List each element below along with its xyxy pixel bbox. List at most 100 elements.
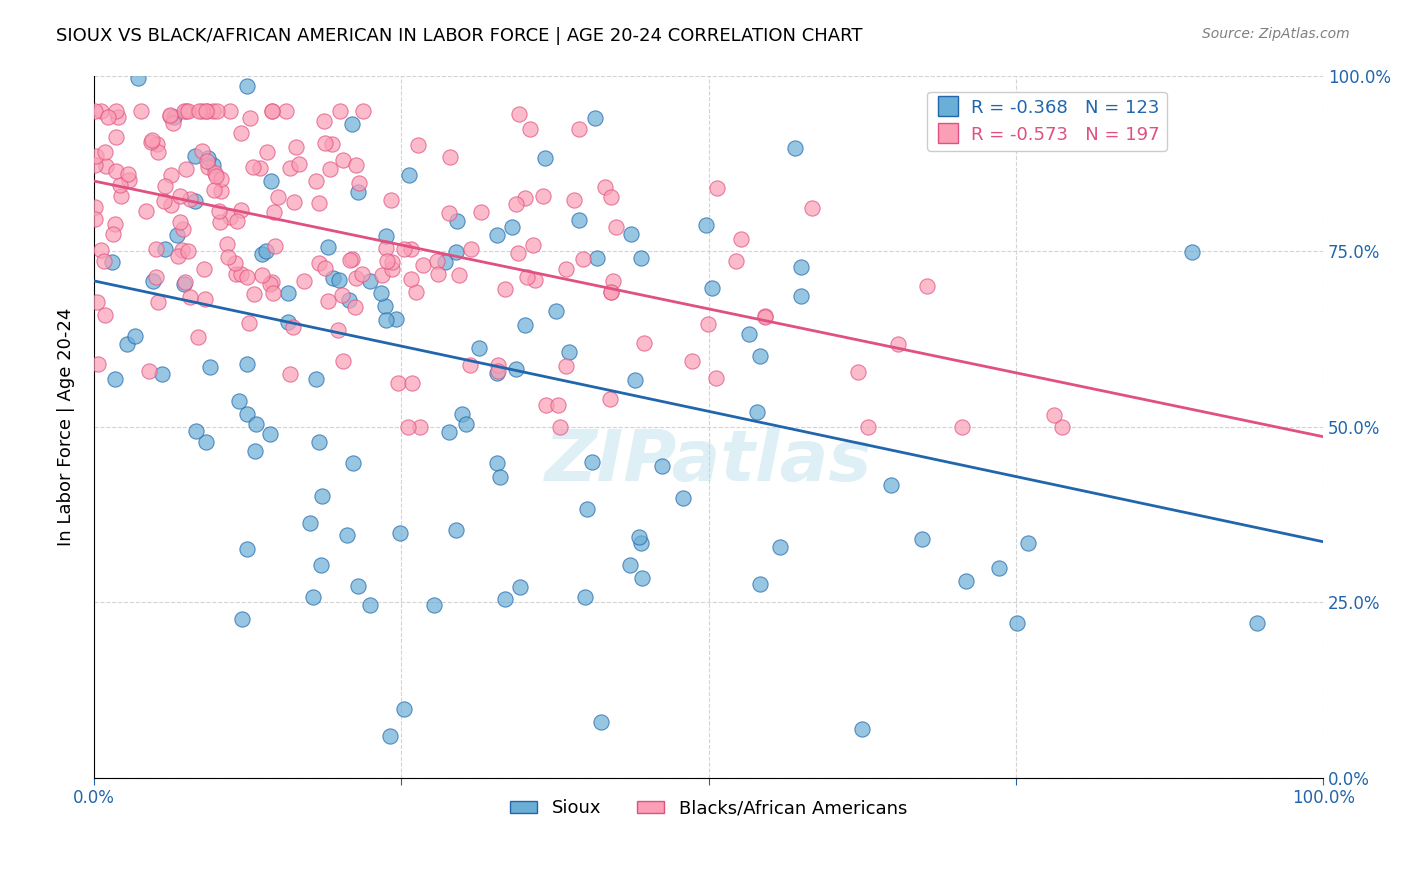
Point [229,126,252,140]
Point [346,185,368,199]
Point [197,160,219,174]
Point [494,591,516,606]
Point [697,317,720,331]
Point [159,109,181,123]
Point [581,455,603,469]
Point [398,168,420,182]
Point [332,354,354,368]
Point [204,165,226,179]
Legend: Sioux, Blacks/African Americans: Sioux, Blacks/African Americans [503,792,914,825]
Point [231,612,253,626]
Point [148,294,170,309]
Point [530,33,553,47]
Point [342,252,364,267]
Point [522,238,544,252]
Point [159,108,181,122]
Point [314,136,336,150]
Point [135,204,157,219]
Point [352,103,374,118]
Point [467,341,489,355]
Text: SIOUX VS BLACK/AFRICAN AMERICAN IN LABOR FORCE | AGE 20-24 CORRELATION CHART: SIOUX VS BLACK/AFRICAN AMERICAN IN LABOR… [56,27,863,45]
Point [600,285,623,300]
Point [328,272,350,286]
Point [226,57,249,71]
Point [172,243,194,257]
Point [145,269,167,284]
Point [427,267,450,281]
Point [288,157,311,171]
Point [84,200,107,214]
Point [381,254,404,268]
Point [633,336,655,351]
Point [129,103,152,118]
Point [745,405,768,419]
Point [160,198,183,212]
Point [344,300,367,314]
Point [239,33,262,47]
Point [576,501,599,516]
Point [97,110,120,124]
Point [574,590,596,604]
Point [344,271,367,285]
Point [177,244,200,259]
Point [249,161,271,176]
Point [90,243,112,257]
Point [695,218,717,232]
Point [236,79,259,94]
Point [494,281,516,295]
Point [267,190,290,204]
Point [188,103,211,118]
Point [194,292,217,306]
Point [955,574,977,588]
Point [591,714,613,729]
Point [278,33,301,47]
Point [547,398,569,412]
Point [236,407,259,421]
Point [191,145,214,159]
Point [602,274,624,288]
Point [167,249,190,263]
Point [783,141,806,155]
Point [225,268,247,282]
Point [198,359,221,374]
Point [262,103,284,118]
Point [229,267,252,281]
Point [86,149,108,163]
Point [489,470,512,484]
Point [790,289,813,303]
Point [524,273,547,287]
Point [209,184,232,198]
Point [375,313,398,327]
Point [406,33,429,47]
Point [340,117,363,131]
Point [583,111,606,125]
Point [513,318,536,332]
Point [285,140,308,154]
Text: ZIPatlas: ZIPatlas [546,427,872,496]
Point [236,541,259,556]
Point [169,215,191,229]
Point [485,228,508,243]
Point [509,580,531,594]
Point [209,215,232,229]
Point [235,357,257,371]
Point [176,162,198,177]
Point [84,103,107,118]
Point [262,103,284,118]
Point [195,103,218,118]
Point [262,275,284,289]
Point [278,161,301,176]
Point [886,337,908,351]
Text: Source: ZipAtlas.com: Source: ZipAtlas.com [1202,27,1350,41]
Point [243,287,266,301]
Point [651,458,673,473]
Point [344,158,367,172]
Point [115,336,138,351]
Point [531,189,554,203]
Point [748,576,770,591]
Point [174,103,197,118]
Point [426,254,449,268]
Point [150,367,173,381]
Point [572,252,595,266]
Point [516,270,538,285]
